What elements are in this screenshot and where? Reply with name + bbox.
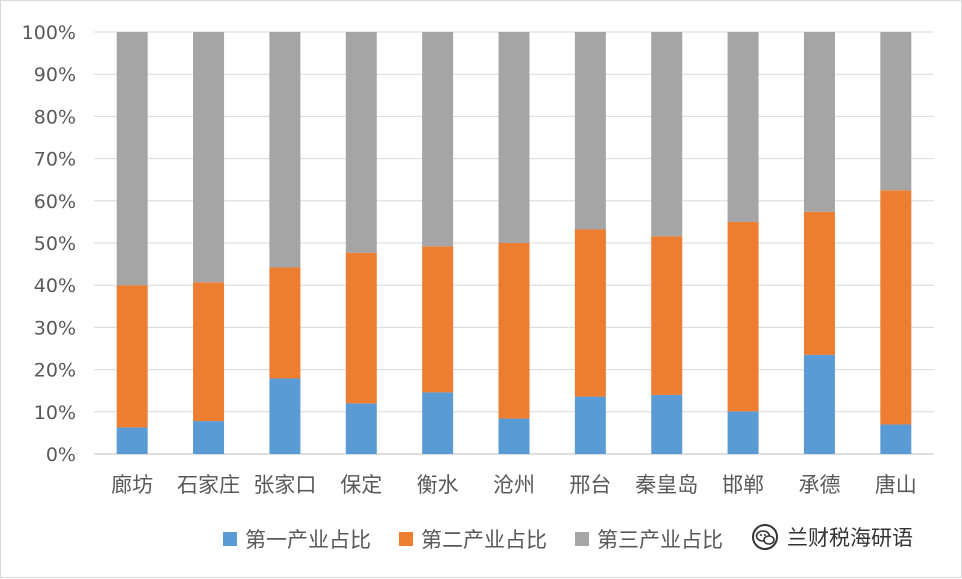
y-tick-label: 80% — [34, 106, 76, 128]
bar-segment — [498, 418, 530, 454]
bar-segment — [651, 394, 683, 454]
bar-segment — [803, 32, 835, 212]
y-tick-label: 10% — [34, 402, 76, 424]
bar-segment — [651, 32, 683, 237]
bar-segment — [269, 378, 301, 454]
wechat-icon — [752, 524, 778, 550]
y-tick-label: 30% — [34, 317, 76, 339]
x-category-label: 邯郸 — [722, 473, 764, 497]
y-tick-label: 0% — [46, 444, 76, 466]
bar-segment — [345, 252, 377, 404]
legend-swatch — [223, 532, 237, 546]
y-tick-label: 40% — [34, 275, 76, 297]
bar-segment — [880, 32, 912, 191]
watermark-text: 兰财税海研语 — [787, 526, 913, 550]
watermark: 兰财税海研语 — [752, 524, 913, 550]
bar-segment — [498, 32, 530, 243]
bar-segment — [116, 32, 148, 286]
bar-segment — [651, 236, 683, 395]
x-category-label: 张家口 — [253, 473, 316, 497]
x-axis-category-labels: 廊坊 石家庄 张家口 保定 衡水 沧州 邢台 秦皇岛 邯郸 承德 唐山 — [111, 473, 917, 497]
legend-swatch — [399, 532, 413, 546]
x-category-label: 唐山 — [875, 473, 917, 497]
legend-label: 第一产业占比 — [245, 528, 371, 552]
bar-segment — [193, 32, 225, 283]
y-tick-label: 20% — [34, 360, 76, 382]
bar-segment — [574, 396, 606, 454]
x-category-label: 衡水 — [417, 473, 459, 497]
y-tick-label: 100% — [22, 22, 76, 44]
bar-segment — [422, 246, 454, 393]
x-category-label: 承德 — [798, 473, 840, 497]
bar-segment — [345, 32, 377, 253]
legend: 第一产业占比 第二产业占比 第三产业占比 — [223, 528, 723, 552]
bar-segment — [193, 421, 225, 454]
bar-segment — [880, 424, 912, 454]
bar-segment — [803, 354, 835, 454]
bar-segment — [345, 403, 377, 454]
bar-segment — [116, 427, 148, 454]
x-category-label: 秦皇岛 — [635, 473, 698, 497]
x-category-label: 廊坊 — [111, 473, 153, 497]
bar-segment — [269, 32, 301, 268]
x-category-label: 邢台 — [569, 473, 611, 497]
y-axis-tick-labels: 0% 10% 20% 30% 40% 50% 60% 70% 80% 90% 100% — [22, 22, 76, 466]
y-tick-label: 50% — [34, 233, 76, 255]
legend-label: 第三产业占比 — [597, 528, 723, 552]
y-tick-label: 70% — [34, 149, 76, 171]
bar-segment — [498, 243, 530, 419]
bars — [116, 32, 912, 454]
bar-segment — [422, 32, 454, 247]
bar-segment — [727, 221, 759, 412]
bar-segment — [574, 32, 606, 230]
bar-segment — [803, 211, 835, 355]
bar-segment — [574, 229, 606, 397]
y-tick-label: 60% — [34, 191, 76, 213]
legend-label: 第二产业占比 — [421, 528, 547, 552]
bar-segment — [269, 267, 301, 379]
legend-swatch — [575, 532, 589, 546]
bar-segment — [880, 190, 912, 425]
bar-segment — [727, 411, 759, 454]
bar-segment — [422, 392, 454, 454]
x-category-label: 石家庄 — [177, 473, 240, 497]
x-category-label: 保定 — [340, 473, 382, 497]
y-tick-label: 90% — [34, 64, 76, 86]
x-category-label: 沧州 — [493, 473, 535, 497]
bar-segment — [116, 285, 148, 428]
bar-segment — [727, 32, 759, 222]
bar-segment — [193, 282, 225, 422]
